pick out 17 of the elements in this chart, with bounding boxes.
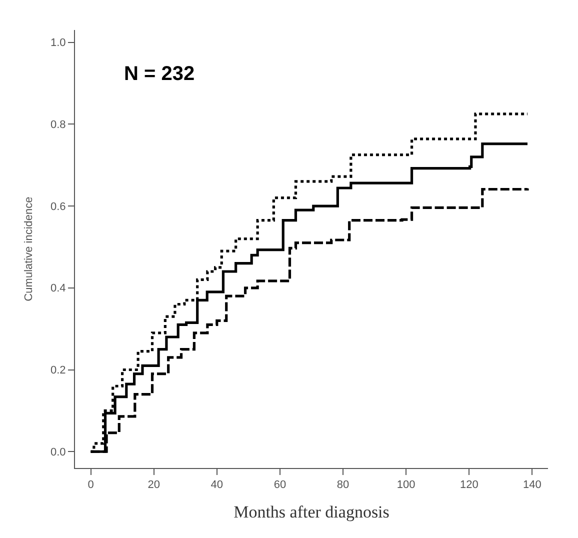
x-tick-label: 20 (148, 479, 160, 492)
y-tick-label: 0.2 (50, 364, 66, 377)
y-tick-label: 0.8 (50, 119, 66, 131)
y-tick-label: 0.6 (50, 200, 66, 213)
annotation: N = 232 (124, 63, 195, 85)
x-tick-label: 140 (523, 479, 542, 492)
y-tick-label: 0.0 (50, 446, 66, 458)
x-tick-label: 120 (460, 479, 478, 492)
x-tick-label: 0 (88, 479, 94, 492)
x-tick-label: 100 (396, 479, 416, 492)
x-tick-label: 80 (336, 479, 350, 492)
x-tick-label: 60 (274, 479, 286, 492)
y-tick-label: 0.4 (50, 282, 66, 295)
x-tick-label: 40 (210, 479, 224, 492)
x-axis-title: Months after diagnosis (234, 502, 390, 522)
y-tick-label: 1.0 (50, 37, 66, 50)
y-axis-title: Cumulative incidence (23, 196, 36, 302)
